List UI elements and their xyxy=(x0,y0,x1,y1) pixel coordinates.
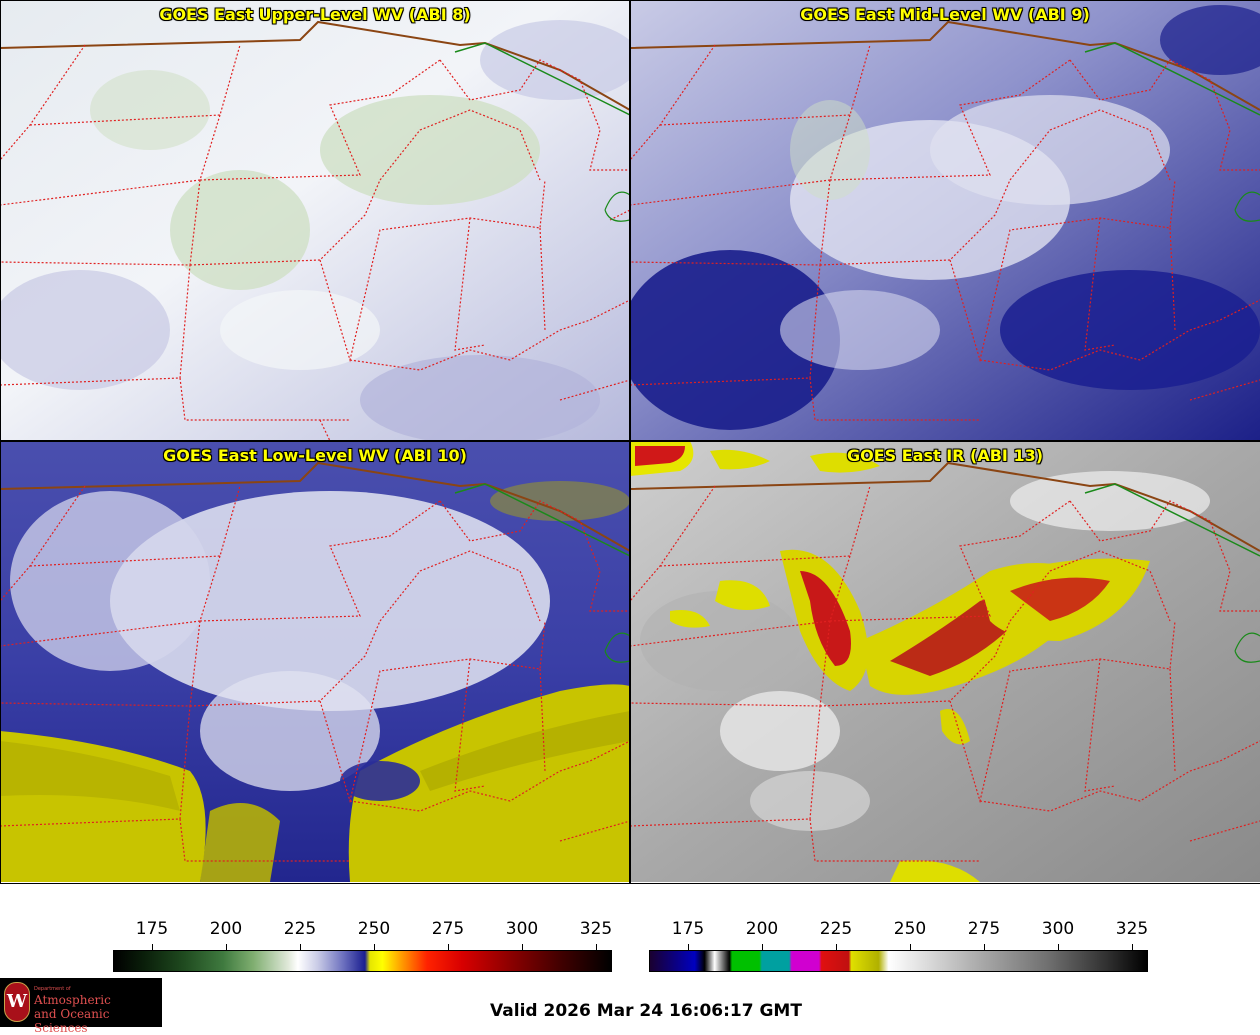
tick xyxy=(300,944,301,950)
tick-label: 175 xyxy=(135,919,169,939)
tick-label: 200 xyxy=(209,919,243,939)
tick xyxy=(910,944,911,950)
ir-panel: GOES East IR (ABI 13) xyxy=(630,441,1260,882)
tick xyxy=(1058,944,1059,950)
tick xyxy=(836,944,837,950)
ir-colorbar xyxy=(649,950,1148,972)
tick xyxy=(226,944,227,950)
tick-label: 175 xyxy=(671,919,705,939)
tick-label: 250 xyxy=(357,919,391,939)
tick-label: 225 xyxy=(283,919,317,939)
tick-label: 275 xyxy=(431,919,465,939)
logo-dept: Department of xyxy=(34,986,71,992)
tick xyxy=(596,944,597,950)
tick-label: 300 xyxy=(505,919,539,939)
tick xyxy=(152,944,153,950)
tick xyxy=(762,944,763,950)
panel-divider-horizontal xyxy=(0,440,1260,442)
tick-label: 325 xyxy=(1115,919,1149,939)
tick-label: 225 xyxy=(819,919,853,939)
tick-label: 325 xyxy=(579,919,613,939)
panel-title: GOES East Low-Level WV (ABI 10) xyxy=(163,446,467,465)
valid-time: Valid 2026 Mar 24 16:06:17 GMT xyxy=(490,1001,802,1021)
panel-title: GOES East Upper-Level WV (ABI 8) xyxy=(159,5,471,24)
upper-level-wv-panel: GOES East Upper-Level WV (ABI 8) xyxy=(0,0,630,441)
tick xyxy=(688,944,689,950)
mid-level-wv-panel: GOES East Mid-Level WV (ABI 9) xyxy=(630,0,1260,441)
tick-label: 250 xyxy=(893,919,927,939)
tick-label: 300 xyxy=(1041,919,1075,939)
panel-title: GOES East IR (ABI 13) xyxy=(846,446,1044,465)
low-level-wv-panel: GOES East Low-Level WV (ABI 10) xyxy=(0,441,630,882)
mid-level-wv-image xyxy=(630,0,1260,441)
tick xyxy=(522,944,523,950)
wv-colorbar xyxy=(113,950,612,972)
tick xyxy=(1132,944,1133,950)
tick xyxy=(448,944,449,950)
uw-seal-icon: W xyxy=(4,982,30,1022)
low-level-wv-image xyxy=(0,441,630,882)
upper-level-wv-image xyxy=(0,0,630,441)
logo-line1: Atmospheric xyxy=(34,993,111,1007)
tick-label: 275 xyxy=(967,919,1001,939)
tick xyxy=(374,944,375,950)
panel-title: GOES East Mid-Level WV (ABI 9) xyxy=(800,5,1090,24)
tick xyxy=(984,944,985,950)
ir-image xyxy=(630,441,1260,882)
tick-label: 200 xyxy=(745,919,779,939)
